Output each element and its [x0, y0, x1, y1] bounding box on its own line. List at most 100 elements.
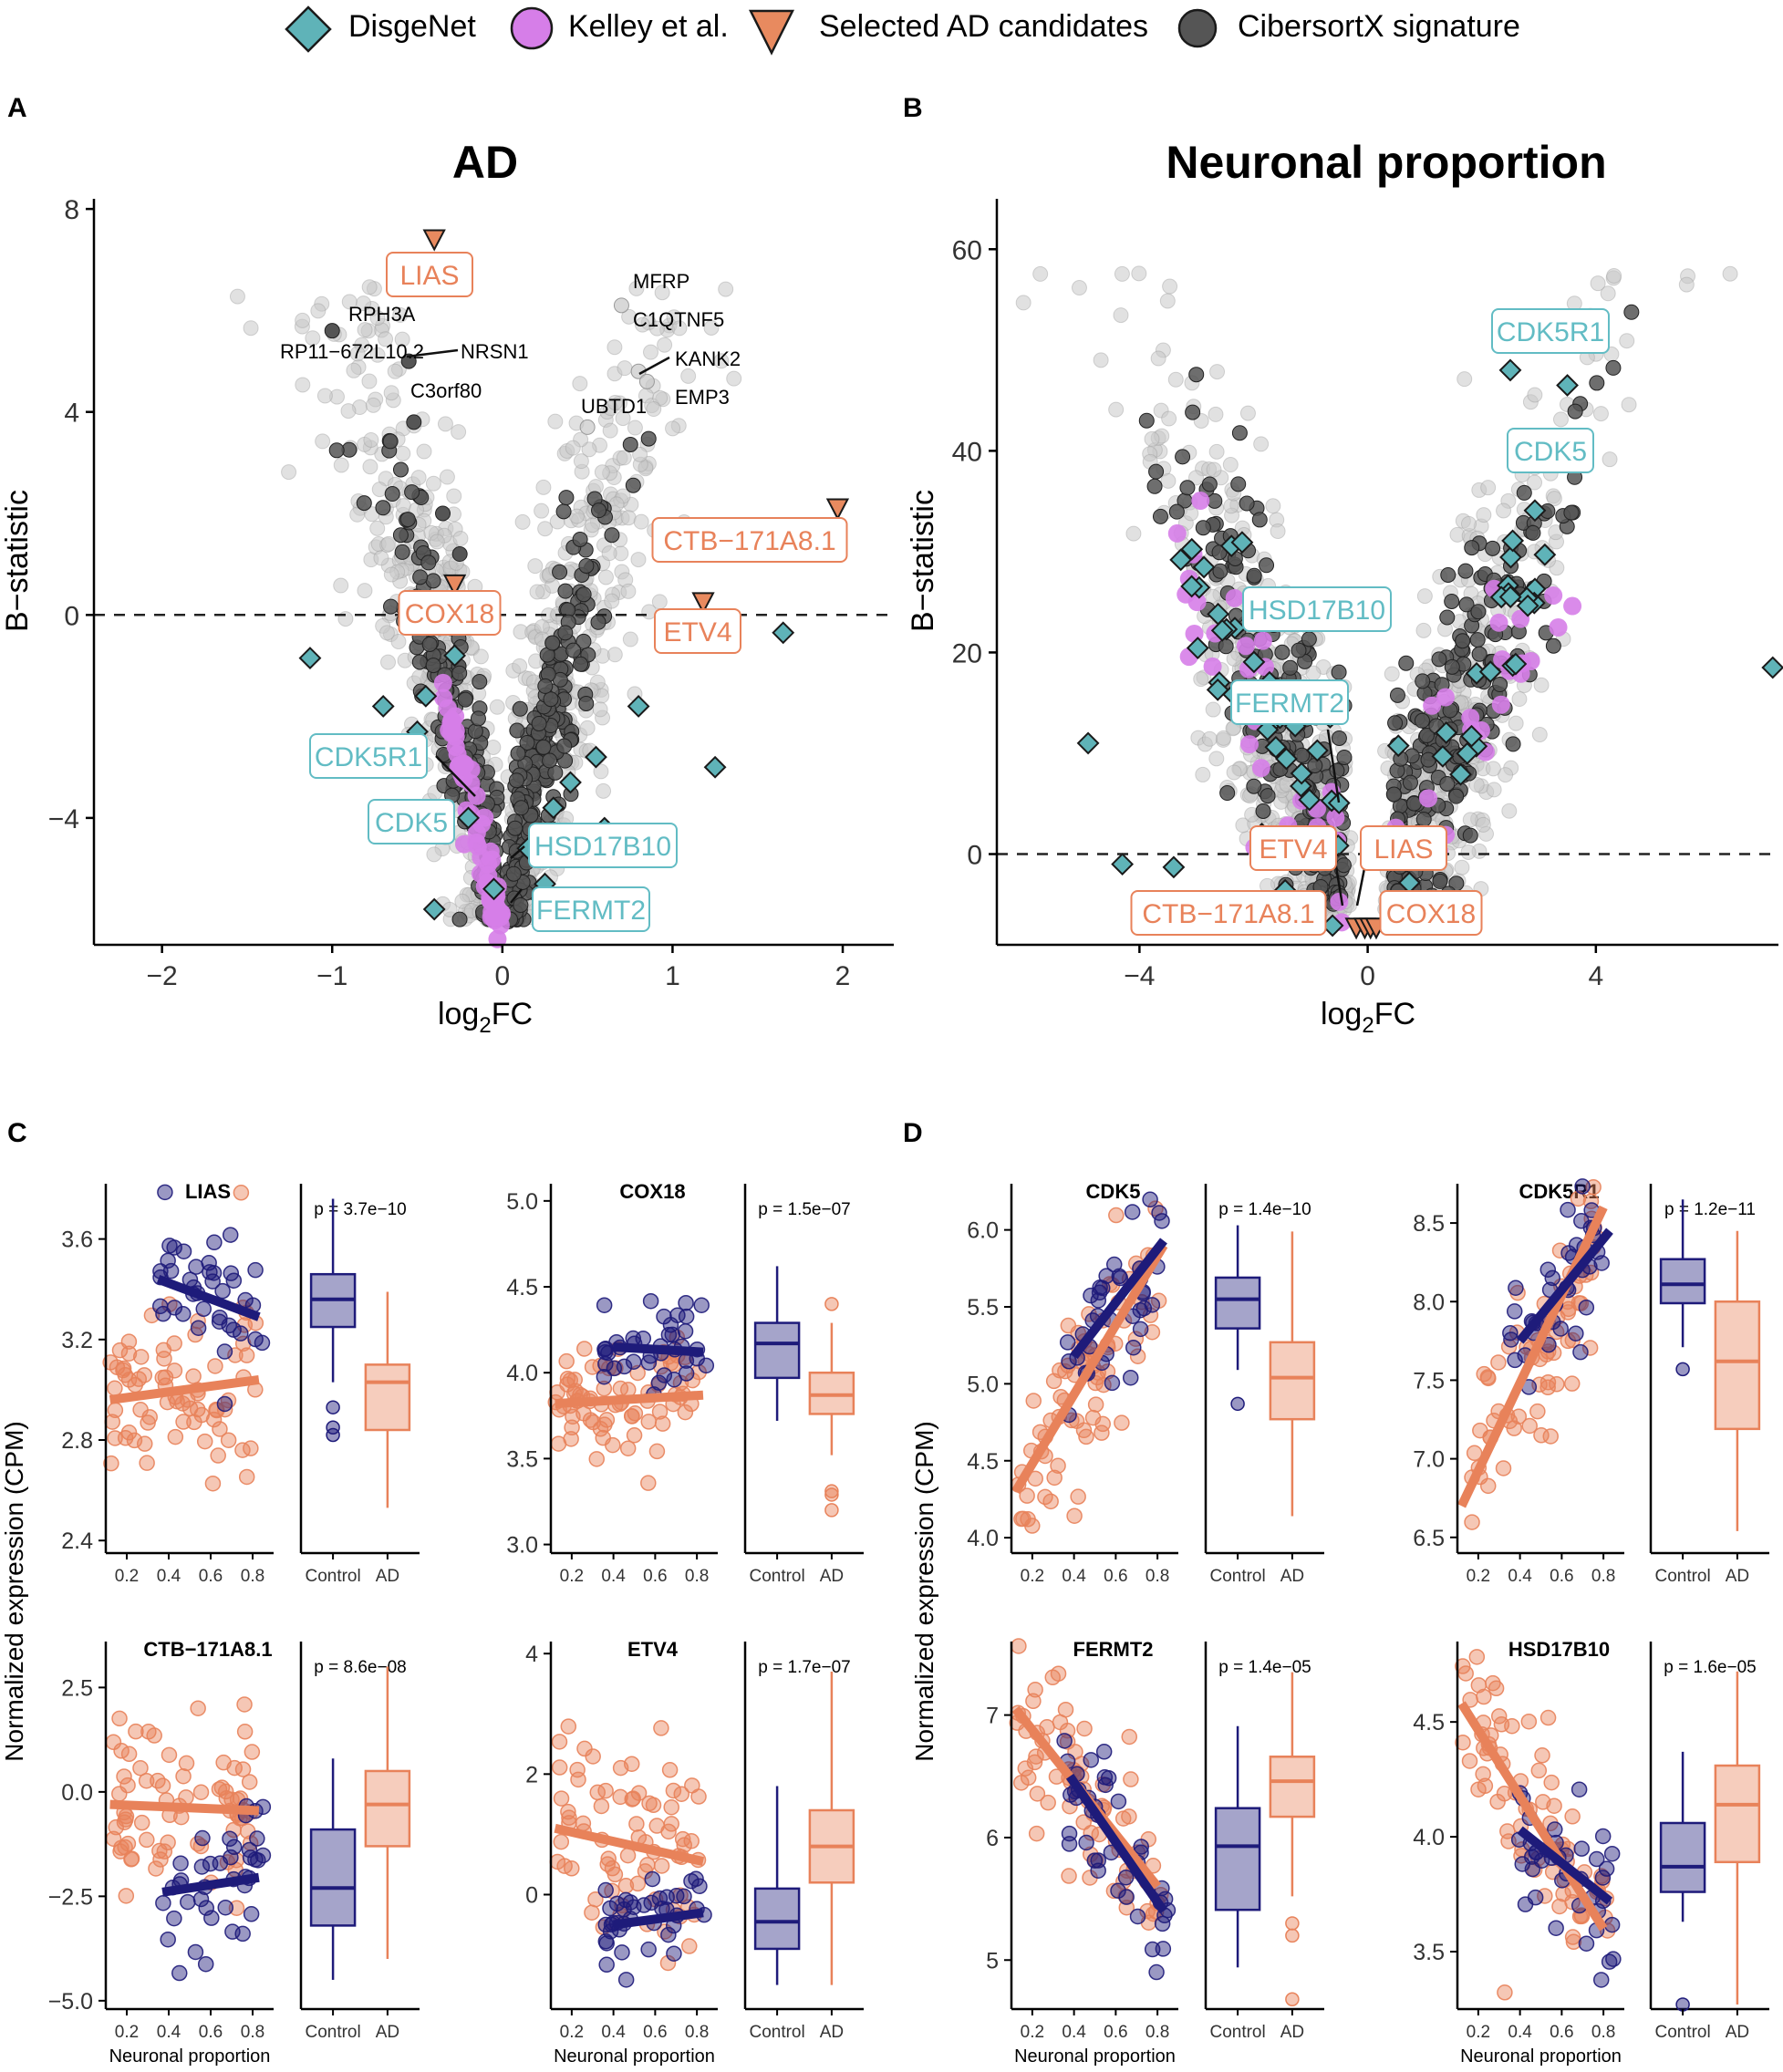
sample-point [194, 1829, 211, 1847]
sample-point [111, 1710, 128, 1727]
sample-point [668, 1887, 685, 1904]
sample-point [1563, 1375, 1581, 1392]
background-point [1208, 443, 1225, 460]
background-point [1093, 352, 1109, 368]
sample-point [157, 1184, 173, 1201]
legend-dark-circle-icon [1177, 8, 1218, 48]
cibersort-point [470, 710, 486, 727]
sample-point [617, 1878, 635, 1894]
kelley-point [1489, 613, 1508, 632]
sample-point [192, 1784, 210, 1800]
sample-point [190, 1700, 206, 1716]
background-point [439, 469, 455, 485]
background-point [529, 584, 545, 600]
background-point [597, 569, 614, 585]
expression-y-tick-label: 6.5 [1413, 1526, 1445, 1551]
kelley-point [491, 907, 510, 927]
cibersort-point [1331, 664, 1347, 680]
sample-point [1123, 1771, 1139, 1787]
cibersort-point [519, 734, 535, 751]
sample-point [1506, 1303, 1523, 1320]
expression-y-tick-label: 8.5 [1413, 1211, 1445, 1237]
connector-hsd17b10 [510, 845, 525, 859]
sample-point [1110, 1882, 1126, 1899]
volcano-neuronal-x-tick-label: −4 [1124, 961, 1155, 991]
sample-point [133, 1814, 150, 1831]
sample-point [1490, 1354, 1507, 1371]
expression-panel-title: HSD17B10 [1508, 1638, 1610, 1661]
background-point [671, 320, 688, 337]
cibersort-point [1175, 449, 1191, 465]
sample-point [166, 1239, 182, 1256]
background-point [446, 488, 462, 504]
sample-point [558, 1352, 575, 1370]
sample-point [1476, 1688, 1492, 1705]
sample-point [626, 1427, 643, 1444]
background-point [680, 368, 697, 384]
sample-point [1503, 1331, 1519, 1348]
sample-point [1015, 1510, 1031, 1528]
sample-point [236, 1724, 254, 1740]
sample-point [1530, 1762, 1548, 1779]
box-category-label: Control [1654, 2023, 1710, 2042]
sample-point [588, 1451, 606, 1467]
expression-x-tick-label: 0.4 [157, 1567, 181, 1586]
background-point [357, 583, 373, 599]
background-point [380, 535, 397, 552]
background-point [1209, 364, 1226, 380]
box-category-label: Control [1209, 2023, 1265, 2042]
background-point [349, 506, 366, 523]
boxed-label-box [398, 590, 502, 636]
expression-x-tick-label: 0.4 [1508, 2023, 1532, 2042]
background-point [547, 413, 564, 430]
cibersort-point [543, 691, 559, 708]
sample-point [660, 1926, 677, 1943]
box-category-label: AD [1726, 1567, 1749, 1586]
kelley-point [1418, 789, 1437, 808]
sample-point [1108, 1207, 1125, 1224]
expression-pvalue: p = 1.5e−07 [758, 1200, 850, 1219]
box-iqr [1714, 1764, 1761, 1864]
sample-point [233, 1185, 250, 1201]
boxed-label-box [528, 823, 678, 868]
background-point [1501, 803, 1518, 819]
cibersort-point [505, 865, 522, 882]
sample-point [216, 1395, 233, 1413]
sample-point [1533, 1427, 1550, 1444]
sample-point [560, 1718, 577, 1735]
box-category-label: AD [820, 2023, 844, 2042]
expression-y-tick-label: 3.6 [61, 1228, 93, 1253]
sample-point [225, 1272, 243, 1289]
connector-fermt2 [510, 888, 523, 904]
expression-x-tick-label: 0.4 [601, 2023, 626, 2042]
sample-point [1124, 1204, 1141, 1220]
expression-xlabel: Neuronal proportion [109, 2046, 271, 2067]
cibersort-point [531, 715, 547, 731]
sample-point [152, 1298, 169, 1315]
cibersort-point [604, 527, 620, 544]
box-outlier [1675, 1997, 1690, 2012]
cibersort-point [467, 723, 483, 740]
cibersort-point [513, 896, 529, 913]
sample-point [198, 1900, 214, 1916]
legend-label-candidates: Selected AD candidates [819, 9, 1148, 44]
sample-point [212, 1309, 228, 1326]
cibersort-point [1455, 633, 1471, 649]
kelley-point [433, 673, 452, 692]
volcano-ad-connectors [406, 348, 670, 904]
disgenet-point [414, 684, 438, 708]
sample-point [139, 1831, 155, 1849]
background-point [395, 445, 411, 461]
cibersort-point [591, 502, 607, 519]
cibersort-point [1469, 632, 1486, 648]
background-point [1253, 436, 1270, 452]
background-point [340, 403, 357, 420]
sample-point [556, 1858, 573, 1874]
cibersort-point [383, 598, 399, 615]
sample-point [236, 1696, 253, 1713]
expression-x-tick-label: 0.6 [643, 1567, 667, 1586]
sample-point [1122, 1369, 1139, 1386]
sample-point [117, 1430, 134, 1446]
background-point [565, 440, 581, 456]
expression-panel-title: ETV4 [627, 1638, 679, 1661]
